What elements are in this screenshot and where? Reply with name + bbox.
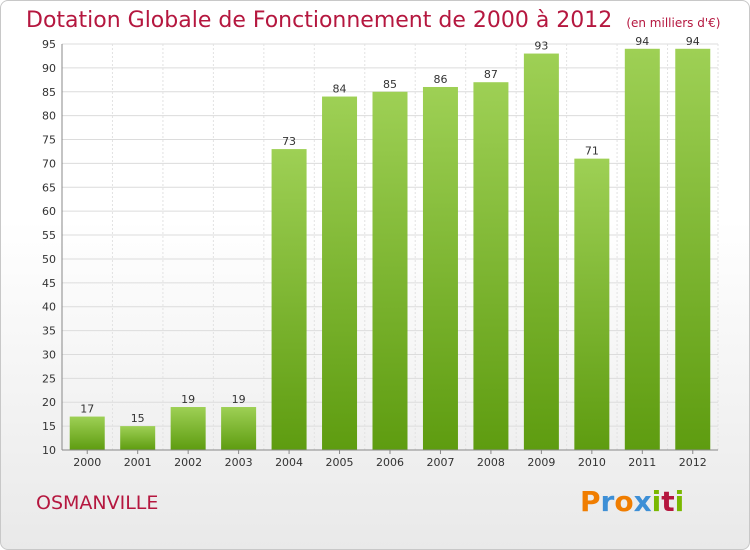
x-tick-label-2005: 2005 <box>326 456 354 469</box>
bar-2009 <box>523 53 559 450</box>
bar-2011 <box>624 48 660 451</box>
value-label-2003: 19 <box>232 393 246 406</box>
bar-2002 <box>170 407 206 450</box>
value-label-2004: 73 <box>282 135 296 148</box>
bar-2001 <box>120 426 156 450</box>
x-tick-label-2003: 2003 <box>225 456 253 469</box>
logo-letter: o <box>614 485 634 518</box>
value-label-2011: 94 <box>635 35 649 48</box>
bar-2008 <box>473 82 509 450</box>
value-label-2001: 15 <box>131 412 145 425</box>
proxiti-logo: Proxiti <box>580 485 684 518</box>
y-tick-label: 60 <box>42 205 56 218</box>
value-label-2010: 71 <box>585 145 599 158</box>
logo-letter: t <box>661 485 675 518</box>
y-tick-label: 65 <box>42 181 56 194</box>
x-tick-label-2012: 2012 <box>679 456 707 469</box>
x-tick-label-2001: 2001 <box>124 456 152 469</box>
value-label-2006: 85 <box>383 78 397 91</box>
x-tick-label-2010: 2010 <box>578 456 606 469</box>
logo-letter: x <box>633 485 652 518</box>
y-tick-label: 50 <box>42 253 56 266</box>
chart-unit: (en milliers d'€) <box>626 16 721 30</box>
y-tick-label: 80 <box>42 110 56 123</box>
y-tick-label: 45 <box>42 277 56 290</box>
value-label-2012: 94 <box>686 35 700 48</box>
commune-name: OSMANVILLE <box>36 492 159 514</box>
y-tick-label: 95 <box>42 38 56 51</box>
value-label-2007: 86 <box>433 73 447 86</box>
x-tick-label-2004: 2004 <box>275 456 303 469</box>
x-tick-label-2011: 2011 <box>628 456 656 469</box>
chart-title-text: Dotation Globale de Fonctionnement de 20… <box>26 8 613 33</box>
x-tick-label-2002: 2002 <box>174 456 202 469</box>
x-tick-label-2006: 2006 <box>376 456 404 469</box>
bar-2005 <box>322 96 358 451</box>
bar-2012 <box>675 48 711 451</box>
bar-2010 <box>574 158 610 450</box>
bar-2003 <box>221 407 257 450</box>
x-tick-label-2000: 2000 <box>73 456 101 469</box>
y-tick-label: 55 <box>42 229 56 242</box>
value-label-2000: 17 <box>80 403 94 416</box>
y-tick-label: 90 <box>42 62 56 75</box>
bar-2000 <box>69 416 105 450</box>
logo-letter: r <box>600 485 615 518</box>
y-tick-label: 15 <box>42 420 56 433</box>
y-tick-label: 25 <box>42 372 56 385</box>
axes: 10 15 20 25 30 35 40 45 50 55 60 65 70 75 80 85 90 95 2000… <box>42 38 718 469</box>
logo-letter: i <box>651 485 662 518</box>
y-tick-label: 30 <box>42 348 56 361</box>
value-label-2009: 93 <box>534 40 548 53</box>
value-label-2002: 19 <box>181 393 195 406</box>
y-tick-label: 35 <box>42 325 56 338</box>
y-tick-label: 75 <box>42 134 56 147</box>
logo-letter: P <box>580 485 601 518</box>
value-label-2008: 87 <box>484 68 498 81</box>
y-tick-label: 10 <box>42 444 56 457</box>
chart-title: Dotation Globale de Fonctionnement de 20… <box>26 8 720 33</box>
x-tick-label-2008: 2008 <box>477 456 505 469</box>
y-tick-label: 70 <box>42 157 56 170</box>
y-tick-label: 20 <box>42 396 56 409</box>
bars: 17 15 19 19 73 84 85 86 87 93 71 94 94 <box>69 35 711 451</box>
x-tick-label-2009: 2009 <box>527 456 555 469</box>
bar-2004 <box>271 149 307 451</box>
x-tick-label-2007: 2007 <box>426 456 454 469</box>
value-label-2005: 84 <box>333 83 347 96</box>
bar-2006 <box>372 91 408 450</box>
logo-letter: i <box>674 485 685 518</box>
y-tick-label: 40 <box>42 301 56 314</box>
y-tick-label: 85 <box>42 86 56 99</box>
bar-2007 <box>422 86 458 451</box>
